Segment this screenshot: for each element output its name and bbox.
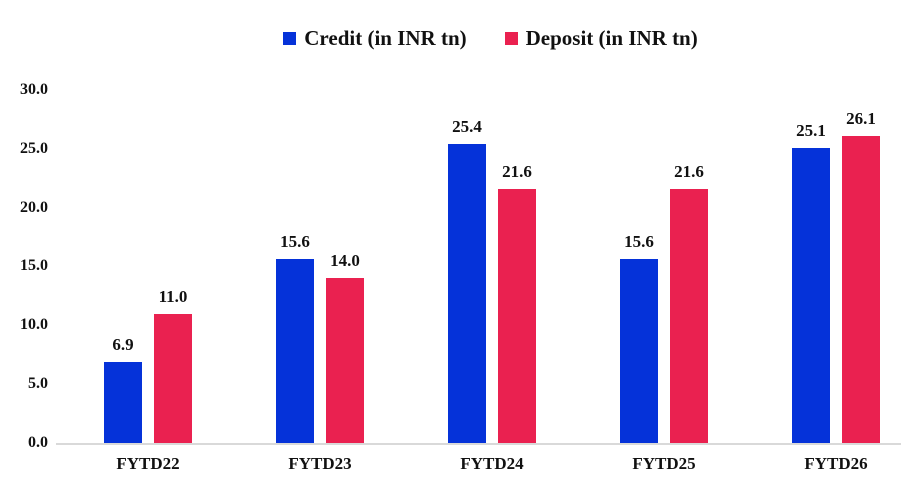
data-label-deposit-fytd26: 26.1 [846, 109, 876, 128]
data-label-credit-fytd22: 6.9 [112, 335, 134, 354]
bar-credit-fytd25 [620, 259, 658, 443]
credit-swatch-icon [283, 32, 297, 45]
data-label-credit-fytd24: 25.4 [452, 117, 482, 136]
x-axis-category-label: FYTD24 [460, 454, 524, 473]
bar-deposit-fytd24 [498, 189, 536, 443]
data-label-credit-fytd25: 15.6 [624, 232, 654, 251]
x-axis-category-label: FYTD26 [804, 454, 868, 473]
data-label-deposit-fytd24: 21.6 [502, 162, 532, 181]
bar-credit-fytd22 [104, 362, 142, 443]
x-axis-category-label: FYTD23 [288, 454, 352, 473]
data-label-credit-fytd23: 15.6 [280, 232, 310, 251]
bar-deposit-fytd26 [842, 136, 880, 443]
bar-credit-fytd23 [276, 259, 314, 443]
y-axis-tick-label: 30.0 [20, 80, 48, 98]
legend-label-credit: Credit (in INR tn) [304, 26, 467, 50]
y-axis-tick-label: 25.0 [20, 139, 48, 157]
bar-deposit-fytd22 [154, 314, 192, 443]
data-label-deposit-fytd23: 14.0 [330, 251, 360, 270]
y-axis-tick-label: 20.0 [20, 198, 48, 216]
data-label-deposit-fytd22: 11.0 [158, 287, 188, 306]
y-axis-tick-label: 15.0 [20, 257, 48, 275]
bar-deposit-fytd25 [670, 189, 708, 443]
y-axis-tick-label: 5.0 [28, 375, 48, 393]
x-axis-line [56, 443, 901, 445]
x-axis-category-label: FYTD22 [116, 454, 180, 473]
y-axis-tick-label: 10.0 [20, 316, 48, 334]
y-axis-tick-label: 0.0 [28, 434, 48, 451]
legend-item-credit: Credit (in INR tn) [283, 26, 467, 51]
bar-credit-fytd26 [792, 148, 830, 443]
legend-label-deposit: Deposit (in INR tn) [525, 26, 698, 50]
legend-item-deposit: Deposit (in INR tn) [504, 26, 698, 51]
data-label-credit-fytd26: 25.1 [796, 121, 826, 140]
x-axis-category-label: FYTD25 [632, 454, 696, 473]
bar-deposit-fytd23 [326, 278, 364, 443]
bar-credit-fytd24 [448, 144, 486, 443]
legend: Credit (in INR tn) Deposit (in INR tn) [40, 26, 901, 51]
deposit-swatch-icon [504, 32, 518, 45]
data-label-deposit-fytd25: 21.6 [674, 162, 704, 181]
